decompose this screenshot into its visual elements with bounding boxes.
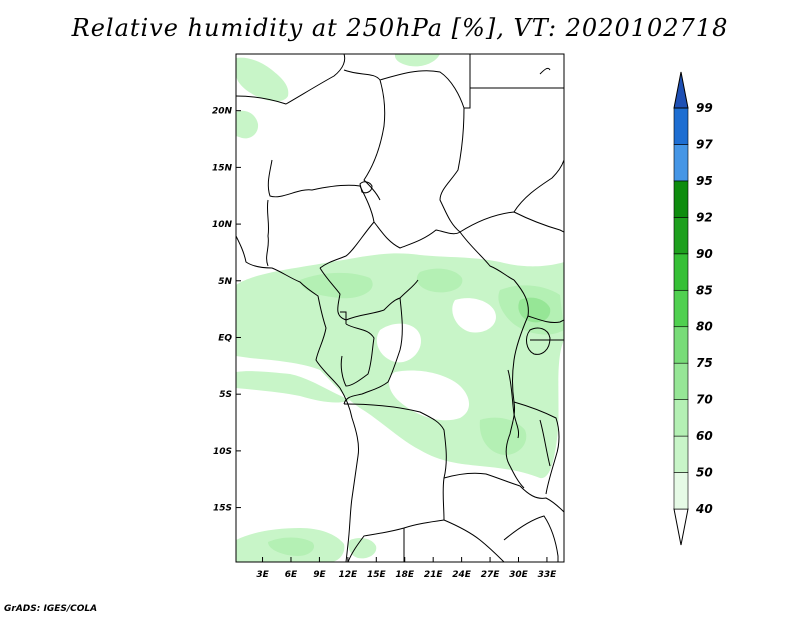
lake-chad (359, 181, 373, 194)
colorbar-segment (673, 435, 689, 473)
lat-tick-label: 5S (219, 390, 232, 400)
colorbar-level-label: 92 (696, 210, 713, 224)
colorbar-segment (673, 107, 689, 145)
colorbar-level-label: 60 (696, 429, 713, 443)
lon-tick-label: 15E (367, 570, 387, 580)
longitude-axis: 3E 6E 9E 12E 15E 18E 21E 24E 27E 30E 33E (256, 557, 557, 580)
lat-tick-label: 5N (218, 277, 232, 287)
country-borders (236, 54, 564, 562)
humidity-patch-5 (518, 297, 551, 323)
humidity-region-south (348, 538, 377, 559)
colorbar-level-label: 90 (696, 247, 713, 261)
border-chad-sudan (439, 107, 465, 233)
lat-tick-label: 10S (213, 447, 232, 457)
lon-tick-label: 21E (424, 570, 444, 580)
border-uganda-kenya (527, 315, 564, 341)
humidity-patch-3 (416, 268, 463, 293)
colorbar-segment (673, 253, 689, 291)
humidity-region-southwest (236, 371, 350, 403)
dry-pocket-congo (376, 323, 421, 363)
lake-tanganyika (507, 369, 519, 439)
colorbar-segment (673, 362, 689, 400)
lon-tick-label: 27E (481, 570, 501, 580)
border-congo-gabon (340, 311, 375, 387)
lon-tick-label: 3E (256, 570, 269, 580)
border-zambia (443, 472, 564, 513)
coastline-west-africa (236, 235, 359, 562)
humidity-region-north (394, 54, 440, 67)
colorbar-max-triangle (673, 71, 689, 109)
latitude-axis: 20N 15N 10N 5N EQ 5S 10S 15S (212, 107, 241, 514)
humidity-shading (236, 54, 564, 562)
colorbar-level-label: 70 (696, 393, 713, 407)
lon-tick-label: 6E (285, 570, 298, 580)
map-frame (235, 53, 565, 563)
colorbar-segment (673, 180, 689, 218)
lat-tick-label: 15N (212, 163, 233, 173)
border-namibia (403, 519, 505, 562)
lon-tick-label: 9E (313, 570, 326, 580)
border-zimbabwe (503, 515, 559, 562)
humidity-region-northwest-2 (236, 110, 259, 139)
colorbar-segment (673, 326, 689, 364)
chart-title: Relative humidity at 250hPa [%], VT: 202… (71, 14, 729, 42)
lon-tick-label: 18E (395, 570, 415, 580)
border-tanzania (513, 401, 560, 495)
colorbar-level-label: 85 (696, 283, 713, 297)
border-car (373, 221, 515, 281)
border-south-sudan (459, 211, 564, 233)
lake-malawi (539, 419, 551, 467)
colorbar-level-label: 97 (696, 137, 713, 151)
grads-credit: GrADS: IGES/COLA (4, 604, 98, 614)
lat-tick-label: 20N (212, 107, 233, 117)
lat-tick-label: 15S (213, 504, 232, 514)
humidity-patch-4 (479, 417, 527, 455)
humidity-patch-1 (300, 272, 373, 299)
humidity-region-northwest (236, 57, 289, 102)
colorbar-level-label: 80 (696, 320, 713, 334)
border-niger-nigeria (267, 159, 361, 198)
colorbar-min-triangle (673, 508, 689, 546)
border-congo-drc (343, 279, 419, 405)
humidity-patch-sw (268, 537, 315, 556)
colorbar-level-label: 40 (695, 502, 713, 516)
colorbar: 40 50 60 70 75 80 85 90 92 95 97 99 (673, 71, 713, 546)
lake-victoria (526, 327, 551, 355)
border-saharan-1 (236, 54, 346, 105)
colorbar-level-label: 95 (696, 174, 713, 188)
colorbar-segment (673, 399, 689, 437)
lat-tick-label: EQ (218, 333, 232, 343)
border-ethiopia (513, 159, 564, 213)
dry-pocket-east (452, 298, 496, 333)
lon-tick-label: 12E (339, 570, 359, 580)
lon-tick-label: 24E (452, 570, 472, 580)
colorbar-segment (673, 217, 689, 255)
border-saharan-2 (343, 69, 386, 201)
border-nigeria-cameroon (266, 185, 375, 269)
lat-tick-label: 10N (212, 220, 233, 230)
lon-tick-label: 30E (509, 570, 529, 580)
colorbar-level-label: 99 (696, 101, 713, 115)
colorbar-segment (673, 472, 689, 510)
colorbar-segment (673, 289, 689, 328)
border-saharan-3 (379, 54, 471, 109)
colorbar-segment (673, 144, 689, 182)
border-angola (343, 403, 447, 562)
colorbar-level-label: 75 (696, 356, 713, 370)
dry-pocket-central (388, 370, 470, 421)
lon-tick-label: 33E (538, 570, 558, 580)
colorbar-level-label: 50 (696, 466, 713, 480)
red-sea-coast (539, 67, 551, 75)
